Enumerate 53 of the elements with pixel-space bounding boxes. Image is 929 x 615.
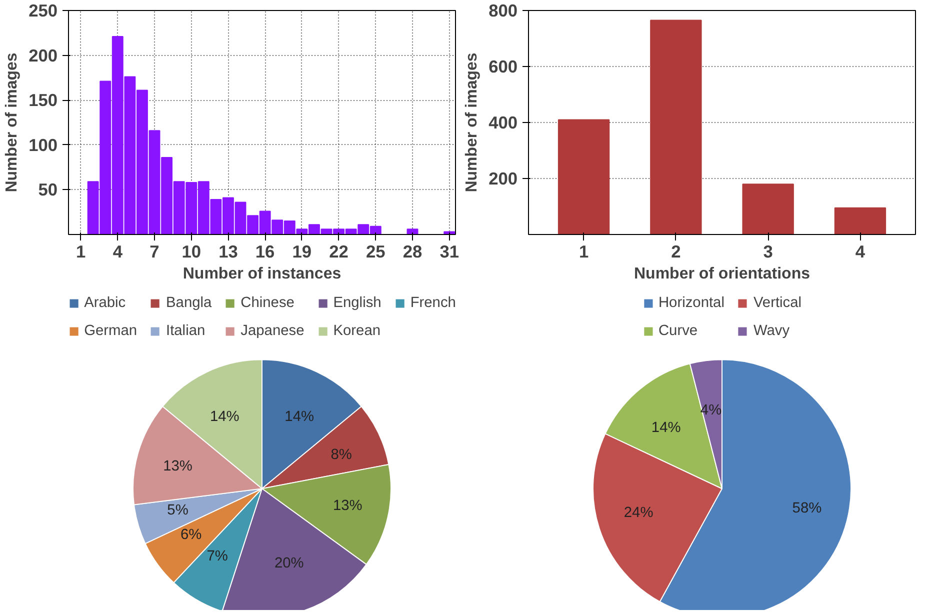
legend-label: Chinese [240,295,294,311]
y-axis-title: Number of images [4,52,21,192]
legend-label: German [84,323,138,339]
legend-label: Italian [166,323,206,339]
x-tick-label: 19 [292,242,312,262]
legend-label: French [410,295,456,311]
data-label: 14% [210,409,240,426]
x-tick-label: 1 [76,242,86,262]
y-tick-label: 200 [488,168,518,188]
data-label: 24% [624,505,654,522]
x-tick-label: 7 [150,242,160,262]
x-tick-label: 31 [440,242,460,262]
x-tick-label: 3 [763,242,774,262]
data-label: 5% [167,502,188,519]
x-tick-label: 4 [112,242,123,262]
data-label: 13% [163,458,192,475]
legend-label: Wavy [753,323,790,339]
x-axis-title: Number of orientations [634,266,810,282]
legend-label: English [333,295,382,311]
data-label: 7% [206,548,228,565]
x-tick-label: 13 [218,242,238,262]
legend-label: Curve [658,323,698,339]
x-tick-label: 1 [578,242,589,262]
x-tick-label: 28 [402,242,422,262]
y-tick-label: 150 [28,90,58,110]
y-axis-title: Number of images [464,52,481,192]
data-label: 13% [332,498,362,514]
y-tick-label: 50 [38,180,58,200]
y-tick-label: 200 [28,45,58,66]
legend-label: Japanese [240,323,304,339]
x-axis-title: Number of instances [182,266,342,282]
x-tick-label: 2 [671,242,681,262]
legend-label: Vertical [753,295,802,311]
x-tick-label: 10 [182,242,201,262]
data-label: 58% [792,500,822,516]
x-tick-label: 16 [255,242,276,262]
data-label: 14% [651,420,681,436]
legend-label: Horizontal [658,295,724,311]
legend-label: Korean [333,323,380,339]
y-tick-label: 800 [488,0,518,20]
legend-label: Arabic [84,295,126,311]
data-label: 14% [284,409,314,426]
x-tick-label: 4 [855,242,866,262]
data-label: 6% [180,527,202,544]
legend-label: Bangla [166,295,212,311]
y-tick-label: 250 [28,0,58,20]
data-label: 20% [274,556,304,572]
y-tick-label: 400 [488,112,518,132]
data-label: 8% [330,447,352,464]
y-tick-label: 600 [488,56,518,76]
x-tick-label: 22 [329,242,348,262]
y-tick-label: 100 [28,134,58,155]
x-tick-label: 25 [366,242,386,262]
